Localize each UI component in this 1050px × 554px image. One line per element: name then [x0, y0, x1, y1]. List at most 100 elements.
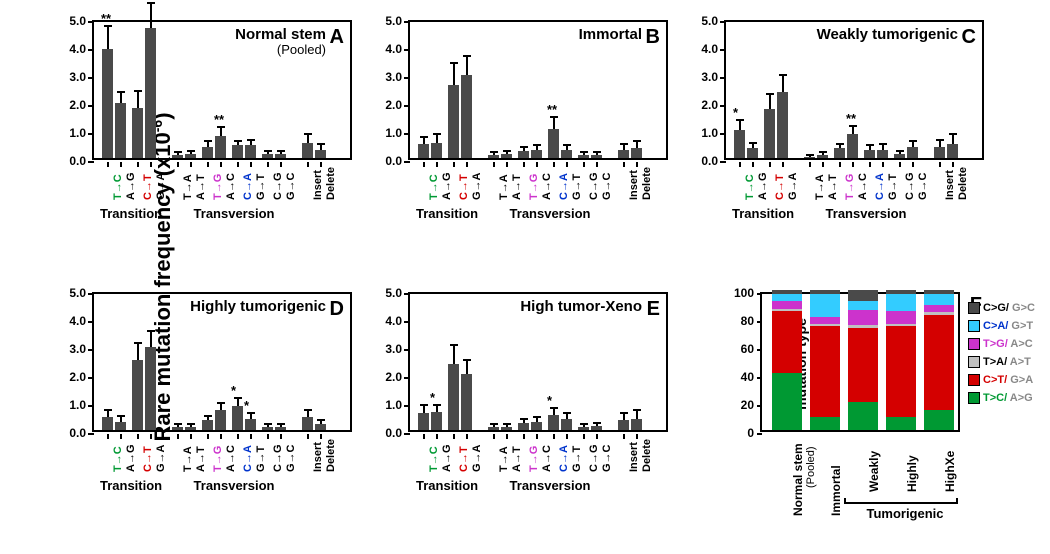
x-tick-label: C→T [142, 174, 154, 200]
y-tick-label: 4.0 [385, 42, 402, 56]
significance-marker: * [231, 383, 236, 398]
y-tick-label: 0 [747, 426, 754, 440]
stacked-segment-TC [810, 417, 840, 430]
x-tick-label: C→G [588, 445, 600, 473]
bar [578, 427, 589, 430]
x-tick-label: A→C [541, 445, 553, 472]
x-tick-label: A→T [511, 446, 523, 472]
bar [877, 150, 888, 158]
group-label-transversion: Transversion [184, 206, 284, 221]
x-tick-label: Delete [641, 167, 653, 200]
stacked-segment-TG [772, 301, 802, 309]
bar [302, 143, 313, 158]
bar [431, 143, 442, 158]
bar [461, 75, 472, 158]
stacked-x-label: Immortal [829, 465, 843, 516]
bar [817, 155, 828, 158]
bar [132, 108, 143, 158]
y-tick-label: 4.0 [69, 314, 86, 328]
x-tick-label: A→C [541, 173, 553, 200]
x-tick-label: Insert [312, 442, 324, 472]
y-tick-label: 0.0 [69, 426, 86, 440]
bar [145, 28, 156, 158]
x-tick-label: T→G [528, 446, 540, 472]
stacked-segment-TG [810, 317, 840, 324]
x-tick-label: A→G [441, 173, 453, 201]
bar [907, 147, 918, 158]
legend-item: C>G/ G>C [968, 302, 1035, 314]
y-tick-label: 5.0 [701, 14, 718, 28]
x-tick-label: A→T [827, 174, 839, 200]
stacked-segment-CA [810, 294, 840, 316]
bar [215, 410, 226, 430]
x-tick-label: A→T [195, 174, 207, 200]
bar [448, 364, 459, 430]
y-tick-label: 4.0 [385, 314, 402, 328]
stacked-segment-CA [772, 294, 802, 301]
x-tick-label: T→A [182, 174, 194, 200]
x-tick-label: C→G [904, 173, 916, 201]
stacked-x-label: HighXe [943, 451, 957, 492]
y-tick-label: 4.0 [701, 42, 718, 56]
bar [132, 360, 143, 430]
significance-marker: ** [547, 102, 557, 117]
group-label-transversion: Transversion [500, 206, 600, 221]
y-tick-label: 2.0 [69, 370, 86, 384]
y-tick-label: 3.0 [385, 70, 402, 84]
bar [202, 147, 213, 158]
x-tick-label: Delete [325, 439, 337, 472]
stacked-segment-CT [886, 326, 916, 417]
figure-root: Rare mutation frequency (x10-6) ANormal … [0, 0, 1050, 554]
y-tick-label: 0.0 [69, 154, 86, 168]
bar-panel-C: CWeakly tumorigenic0.01.02.03.04.05.0***… [724, 20, 984, 160]
y-tick-label: 1.0 [701, 126, 718, 140]
x-tick-label: G→C [917, 173, 929, 201]
x-tick-label: C→G [272, 173, 284, 201]
bar [418, 144, 429, 158]
bar [864, 150, 875, 158]
bar [215, 136, 226, 158]
x-tick-label: A→C [857, 173, 869, 200]
x-tick-label: Insert [628, 442, 640, 472]
stacked-segment-CG [848, 290, 878, 301]
bar [245, 419, 256, 430]
panel-letter: C [962, 26, 976, 49]
y-tick-label: 5.0 [69, 14, 86, 28]
stacked-segment-CT [848, 328, 878, 402]
group-label-transversion: Transversion [500, 478, 600, 493]
x-tick-label: C→A [242, 445, 254, 472]
y-tick-label: 0.0 [385, 426, 402, 440]
bar [275, 427, 286, 430]
x-tick-label: G→C [601, 445, 613, 473]
tumorigenic-bracket [844, 498, 958, 504]
bar [102, 49, 113, 158]
panel-letter: E [647, 298, 660, 321]
x-tick-label: C→A [558, 445, 570, 472]
x-tick-label: G→T [571, 446, 583, 472]
stacked-panel: F020406080100Fraction (%) of raremutatio… [760, 292, 960, 432]
y-tick-label: 0.0 [385, 154, 402, 168]
significance-marker: ** [101, 11, 111, 26]
x-tick-label: A→C [225, 173, 237, 200]
x-tick-label: C→A [558, 173, 570, 200]
x-tick-label: G→A [155, 445, 167, 473]
x-tick-label: Insert [628, 170, 640, 200]
stacked-segment-TC [924, 410, 954, 430]
stacked-segment-TC [886, 417, 916, 430]
y-tick-label: 2.0 [701, 98, 718, 112]
bar-panel-E: EHigh tumor-Xeno0.01.02.03.04.05.0**T→CA… [408, 292, 668, 432]
stacked-bar [772, 290, 802, 430]
x-tick-label: C→G [588, 173, 600, 201]
bar [115, 422, 126, 430]
significance-marker: * [430, 390, 435, 405]
bar [631, 419, 642, 430]
bar [431, 412, 442, 430]
stacked-segment-TG [924, 305, 954, 312]
bar [461, 374, 472, 430]
panel-title: Highly tumorigenic [190, 298, 326, 315]
stacked-x-label: Weakly [867, 451, 881, 492]
bar [202, 420, 213, 430]
bar [947, 144, 958, 158]
bar [501, 154, 512, 158]
x-tick-label: T→G [212, 174, 224, 200]
